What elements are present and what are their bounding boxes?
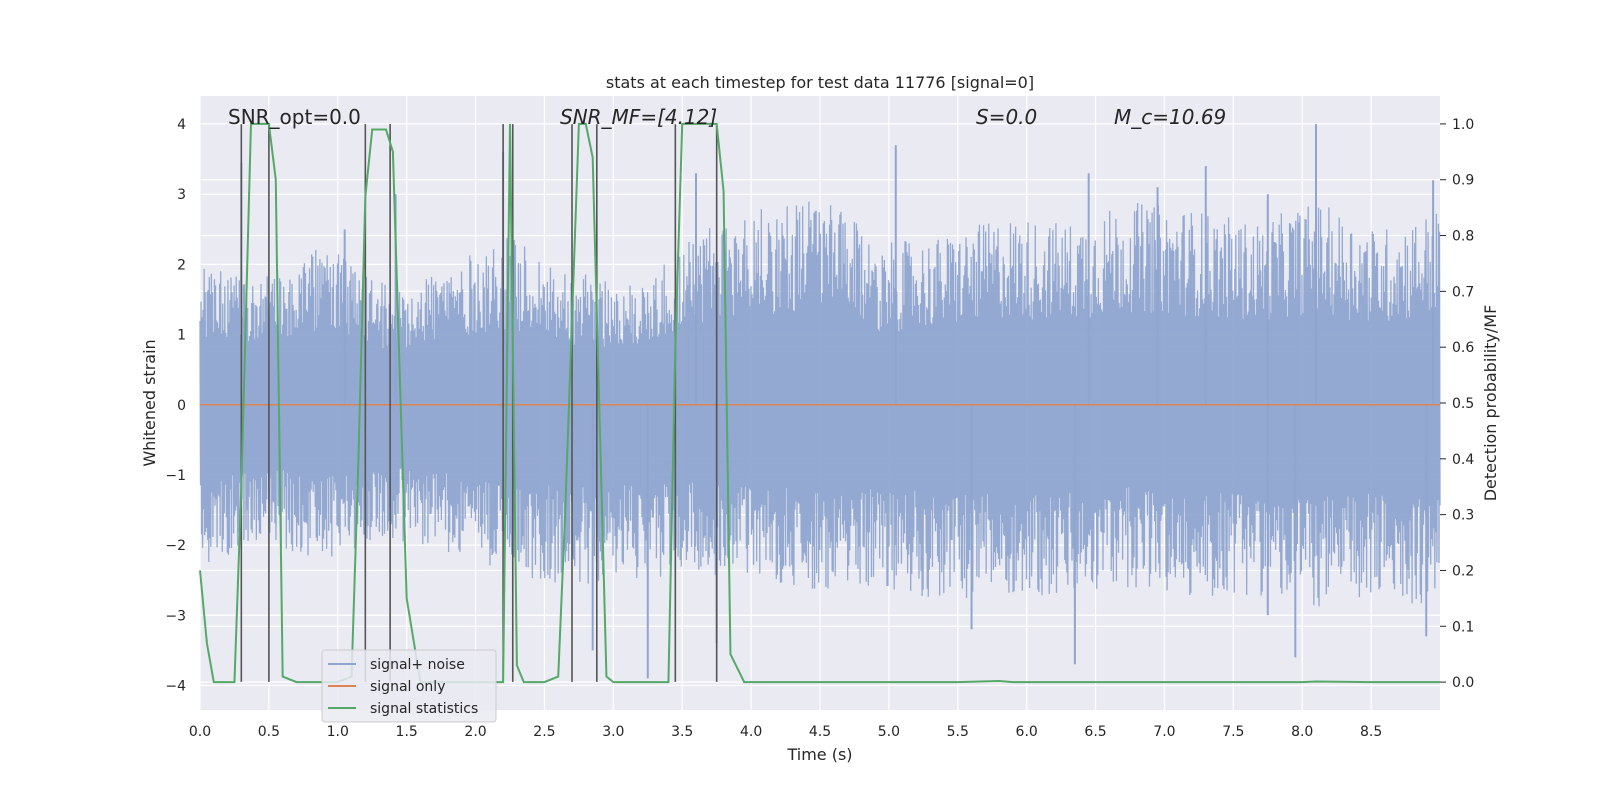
x-tick-label: 7.5 <box>1222 724 1244 740</box>
x-axis-label: Time (s) <box>786 745 852 764</box>
y-tick-label: −4 <box>165 678 186 694</box>
y-tick-label: 4 <box>177 117 186 133</box>
legend-label-signal-noise: signal+ noise <box>370 657 465 673</box>
x-tick-label: 8.0 <box>1291 724 1313 740</box>
x-tick-label: 3.5 <box>671 724 693 740</box>
x-tick-label: 0.0 <box>189 724 211 740</box>
x-tick-label: 3.0 <box>602 724 624 740</box>
x-tick-label: 7.0 <box>1153 724 1175 740</box>
legend-label-signal-statistics: signal statistics <box>370 701 478 717</box>
chart-title: stats at each timestep for test data 117… <box>606 73 1034 92</box>
legend-label-signal-only: signal only <box>370 679 445 695</box>
x-axis-ticks: 0.0 0.5 1.0 1.5 2.0 2.5 3.0 3.5 4.0 4.5 5.0 5.5 6.0 6… <box>189 724 1382 740</box>
y2-tick-label: 1.0 <box>1452 117 1474 133</box>
y2-tick-label: 0.3 <box>1452 508 1474 524</box>
x-tick-label: 4.5 <box>809 724 831 740</box>
y2-tick-label: 0.6 <box>1452 340 1474 356</box>
annotation-mc: M_c=10.69 <box>1114 105 1226 129</box>
y-tick-label: 1 <box>177 328 186 344</box>
y2-tick-label: 0.2 <box>1452 563 1474 579</box>
y2-axis-label: Detection probability/MF <box>1481 305 1500 502</box>
annotation-snr-opt: SNR_opt=0.0 <box>228 105 361 129</box>
x-tick-label: 5.0 <box>878 724 900 740</box>
x-tick-label: 0.5 <box>258 724 280 740</box>
y-tick-label: −2 <box>165 538 186 554</box>
annotation-s: S=0.0 <box>976 105 1037 129</box>
y2-tick-label: 0.7 <box>1452 284 1474 300</box>
y-axis-label: Whitened strain <box>140 339 159 466</box>
y-tick-label: 3 <box>177 187 186 203</box>
x-tick-label: 4.0 <box>740 724 762 740</box>
y-tick-label: 2 <box>177 257 186 273</box>
y2-tick-label: 0.8 <box>1452 229 1474 245</box>
y2-tick-label: 0.5 <box>1452 396 1474 412</box>
x-tick-label: 5.5 <box>947 724 969 740</box>
y-tick-label: 0 <box>177 398 186 414</box>
series-signal-statistics <box>199 122 1440 684</box>
x-tick-label: 6.5 <box>1084 724 1106 740</box>
signal-statistics-line <box>199 122 1440 684</box>
y2-axis-ticks: 0.0 0.1 0.2 0.3 0.4 0.5 0.6 0.7 0.8 0.9 1.0 <box>1440 117 1474 691</box>
x-tick-label: 8.5 <box>1360 724 1382 740</box>
y-tick-label: −1 <box>165 468 186 484</box>
x-tick-label: 6.0 <box>1016 724 1038 740</box>
y2-tick-label: 0.0 <box>1452 675 1474 691</box>
series-signal-noise <box>199 124 1441 679</box>
x-tick-label: 2.5 <box>533 724 555 740</box>
x-tick-label: 1.5 <box>396 724 418 740</box>
y-tick-label: −3 <box>165 608 186 624</box>
y-axis-ticks: −4 −3 −2 −1 0 1 2 3 4 <box>165 117 186 694</box>
legend-box <box>321 649 497 723</box>
y2-tick-label: 0.9 <box>1452 173 1474 189</box>
x-tick-label: 1.0 <box>327 724 349 740</box>
y2-tick-label: 0.1 <box>1452 619 1474 635</box>
legend: signal+ noise signal only signal statist… <box>321 649 497 723</box>
noise-line <box>199 201 1441 607</box>
annotation-snr-mf: SNR_MF=[4.12] <box>560 105 717 129</box>
x-tick-label: 2.0 <box>464 724 486 740</box>
y2-tick-label: 0.4 <box>1452 452 1474 468</box>
